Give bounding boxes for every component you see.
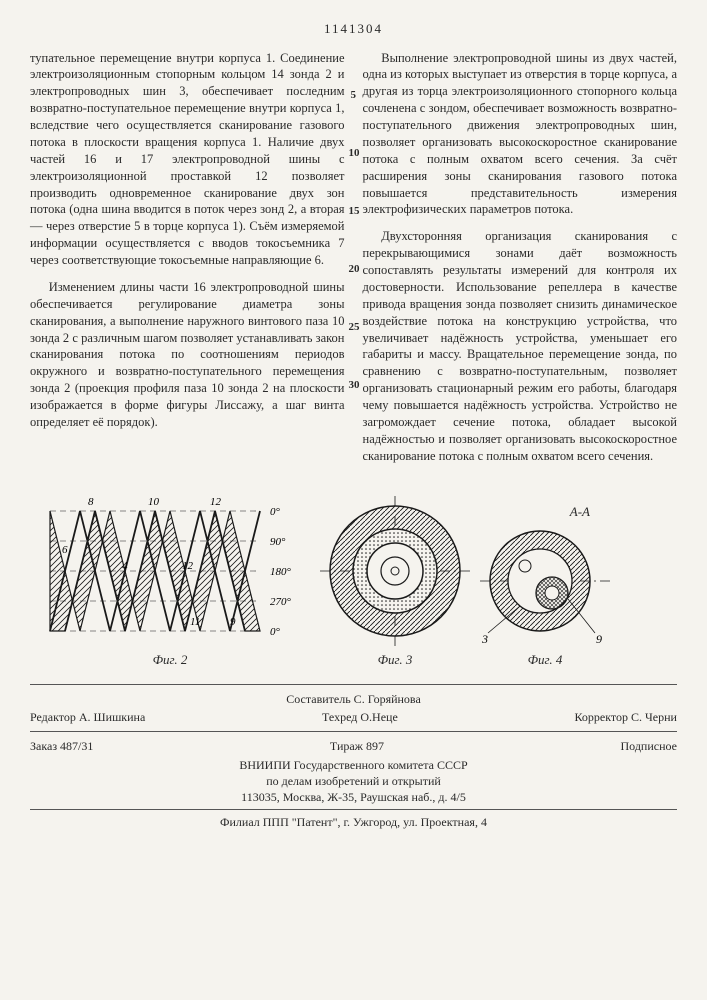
line-number: 5 bbox=[351, 88, 357, 103]
node-label: 8 bbox=[88, 496, 94, 508]
order: Заказ 487/31 bbox=[30, 738, 93, 754]
node-label: 12 bbox=[210, 496, 222, 508]
line-number: 15 bbox=[349, 204, 360, 219]
line-number: 30 bbox=[349, 378, 360, 393]
node-label: 11 bbox=[190, 616, 200, 628]
subscription: Подписное bbox=[621, 738, 678, 754]
fig2-caption: Фиг. 2 bbox=[30, 651, 310, 669]
section-label: А-А bbox=[480, 503, 610, 521]
tirazh: Тираж 897 bbox=[330, 738, 384, 754]
angle-label: 270° bbox=[270, 596, 292, 608]
figure-4: А-А 3 9 Фиг. 4 bbox=[480, 503, 610, 668]
line-number: 10 bbox=[349, 146, 360, 161]
corrector: Корректор С. Черни bbox=[575, 709, 677, 725]
dept: по делам изобретений и открытий bbox=[30, 773, 677, 789]
org: ВНИИПИ Государственного комитета СССР bbox=[30, 757, 677, 773]
line-number: 20 bbox=[349, 262, 360, 277]
fig4-caption: Фиг. 4 bbox=[480, 651, 610, 669]
left-p2: Изменением длины части 16 электропроводн… bbox=[30, 279, 345, 431]
figures-row: 0° 90° 180° 270° 0° 6 8 4 10 12 12 11 9 … bbox=[30, 491, 677, 669]
figure-2: 0° 90° 180° 270° 0° 6 8 4 10 12 12 11 9 … bbox=[30, 491, 310, 669]
node-label: 6 bbox=[62, 544, 68, 556]
credits-block: Составитель С. Горяйнова Редактор А. Шиш… bbox=[30, 684, 677, 830]
angle-label: 90° bbox=[270, 536, 286, 548]
left-column: тупательное перемещение внутри корпуса 1… bbox=[30, 50, 345, 475]
editor: Редактор А. Шишкина bbox=[30, 709, 145, 725]
text-columns: тупательное перемещение внутри корпуса 1… bbox=[30, 50, 677, 475]
probe-label: 3 bbox=[481, 632, 488, 646]
fig3-svg bbox=[320, 491, 470, 651]
angle-label: 0° bbox=[270, 626, 281, 638]
page-number: 1141304 bbox=[30, 20, 677, 38]
fig2-svg: 0° 90° 180° 270° 0° 6 8 4 10 12 12 11 9 bbox=[30, 491, 310, 651]
right-p2: Двухсторонняя организация сканирования с… bbox=[363, 228, 678, 464]
node-label: 10 bbox=[148, 496, 160, 508]
figure-3: Фиг. 3 bbox=[320, 491, 470, 669]
node-label: 4 bbox=[122, 560, 128, 572]
compiler: Составитель С. Горяйнова bbox=[30, 691, 677, 707]
probe-label: 9 bbox=[596, 632, 602, 646]
fig4-svg: 3 9 bbox=[480, 521, 610, 651]
node-label: 12 bbox=[182, 560, 194, 572]
left-p1: тупательное перемещение внутри корпуса 1… bbox=[30, 50, 345, 269]
fig3-caption: Фиг. 3 bbox=[320, 651, 470, 669]
right-p1: Выполнение электропроводной шины из двух… bbox=[363, 50, 678, 219]
branch: Филиал ППП "Патент", г. Ужгород, ул. Про… bbox=[30, 814, 677, 830]
techred: Техред О.Неце bbox=[322, 709, 398, 725]
node-label: 9 bbox=[230, 616, 236, 628]
line-number: 25 bbox=[349, 320, 360, 335]
right-column: 5 10 15 20 25 30 Выполнение электропрово… bbox=[363, 50, 678, 475]
address: 113035, Москва, Ж-35, Раушская наб., д. … bbox=[30, 789, 677, 805]
angle-label: 0° bbox=[270, 506, 281, 518]
angle-label: 180° bbox=[270, 566, 292, 578]
